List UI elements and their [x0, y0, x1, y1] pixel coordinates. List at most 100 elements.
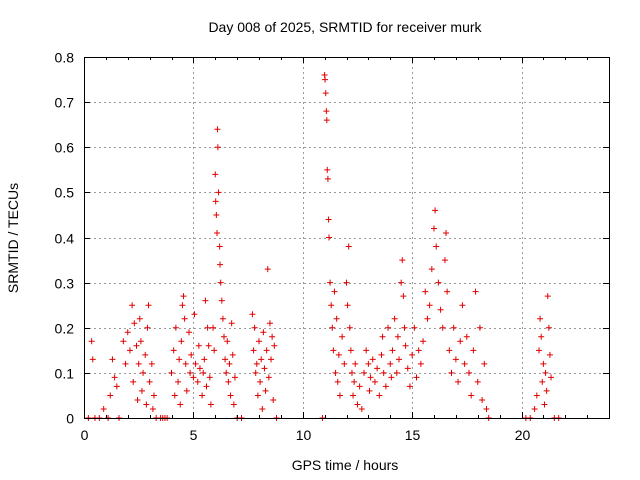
- x-tick-label: 10: [296, 427, 312, 443]
- data-point: [396, 356, 402, 363]
- data-point: [260, 329, 267, 336]
- data-point: [402, 342, 409, 349]
- data-point: [426, 302, 433, 309]
- data-point: [334, 378, 341, 385]
- data-point: [424, 315, 431, 322]
- data-point: [111, 374, 118, 381]
- data-point: [129, 302, 136, 309]
- data-point: [251, 324, 258, 331]
- data-point: [146, 378, 153, 385]
- data-point: [351, 378, 358, 385]
- data-point: [270, 396, 277, 403]
- data-point: [124, 329, 131, 336]
- data-point: [226, 360, 233, 367]
- data-point: [459, 302, 466, 309]
- data-point: [468, 392, 475, 399]
- data-point: [143, 401, 150, 408]
- x-tick-label: 20: [515, 427, 531, 443]
- data-point: [448, 369, 455, 376]
- data-point: [417, 360, 424, 367]
- axis-ticks: [84, 57, 610, 419]
- data-point: [212, 171, 219, 178]
- data-point: [109, 356, 116, 363]
- data-point: [206, 374, 213, 381]
- data-point: [222, 356, 229, 363]
- y-axis-label: SRMTID / TECUs: [5, 183, 21, 293]
- data-point: [432, 207, 439, 214]
- data-point: [356, 383, 363, 390]
- data-point: [195, 342, 202, 349]
- data-point: [259, 405, 266, 412]
- data-point: [542, 369, 549, 376]
- data-point: [136, 315, 143, 322]
- data-point: [168, 369, 175, 376]
- data-point: [214, 229, 220, 236]
- data-point: [341, 360, 348, 367]
- data-point: [181, 315, 188, 322]
- data-point: [100, 405, 107, 412]
- data-point: [261, 365, 268, 372]
- data-point: [219, 315, 226, 322]
- data-point: [391, 315, 398, 322]
- y-tick-label: 0.1: [55, 366, 75, 382]
- data-point: [323, 108, 330, 115]
- data-point: [263, 347, 270, 354]
- data-point: [199, 392, 206, 399]
- data-point: [228, 320, 235, 327]
- data-point: [457, 338, 464, 345]
- data-point: [379, 333, 386, 340]
- data-point: [202, 297, 209, 304]
- data-point: [210, 324, 217, 331]
- data-point: [258, 356, 265, 363]
- x-tick-label: 0: [81, 427, 89, 443]
- data-point: [399, 257, 406, 264]
- data-point: [256, 338, 262, 345]
- data-point: [196, 365, 203, 372]
- data-point: [221, 333, 227, 340]
- y-tick-label: 0.8: [55, 50, 75, 66]
- data-point: [214, 144, 221, 151]
- data-point: [253, 360, 260, 367]
- data-point: [422, 288, 429, 295]
- data-point: [415, 347, 422, 354]
- data-point: [89, 356, 96, 363]
- data-point: [213, 211, 220, 218]
- data-point: [223, 369, 230, 376]
- data-point: [216, 243, 223, 250]
- data-point: [266, 320, 273, 327]
- data-point: [113, 383, 120, 390]
- data-point: [201, 356, 208, 363]
- data-point: [346, 324, 353, 331]
- chart-title: Day 008 of 2025, SRMTID for receiver mur…: [208, 19, 482, 35]
- data-point: [322, 90, 329, 97]
- data-point: [188, 351, 195, 358]
- data-points: [85, 72, 562, 421]
- x-tick-label: 5: [190, 427, 198, 443]
- data-point: [217, 279, 224, 286]
- data-point: [133, 342, 140, 349]
- data-point: [539, 378, 546, 385]
- data-point: [214, 126, 221, 133]
- data-point: [171, 392, 178, 399]
- data-point: [437, 306, 444, 313]
- data-point: [227, 392, 234, 399]
- data-point: [229, 351, 236, 358]
- data-point: [394, 333, 401, 340]
- data-point: [327, 279, 334, 286]
- data-point: [212, 198, 219, 205]
- data-point: [546, 351, 553, 358]
- data-point: [126, 347, 133, 354]
- data-point: [361, 369, 367, 376]
- data-point: [476, 324, 483, 331]
- data-point: [170, 347, 177, 354]
- data-point: [548, 374, 555, 381]
- data-point: [352, 360, 359, 367]
- data-point: [366, 387, 373, 394]
- data-point: [463, 333, 470, 340]
- data-point: [230, 401, 237, 408]
- data-point: [200, 369, 207, 376]
- data-point: [347, 347, 354, 354]
- data-point: [444, 288, 451, 295]
- data-point: [333, 315, 340, 322]
